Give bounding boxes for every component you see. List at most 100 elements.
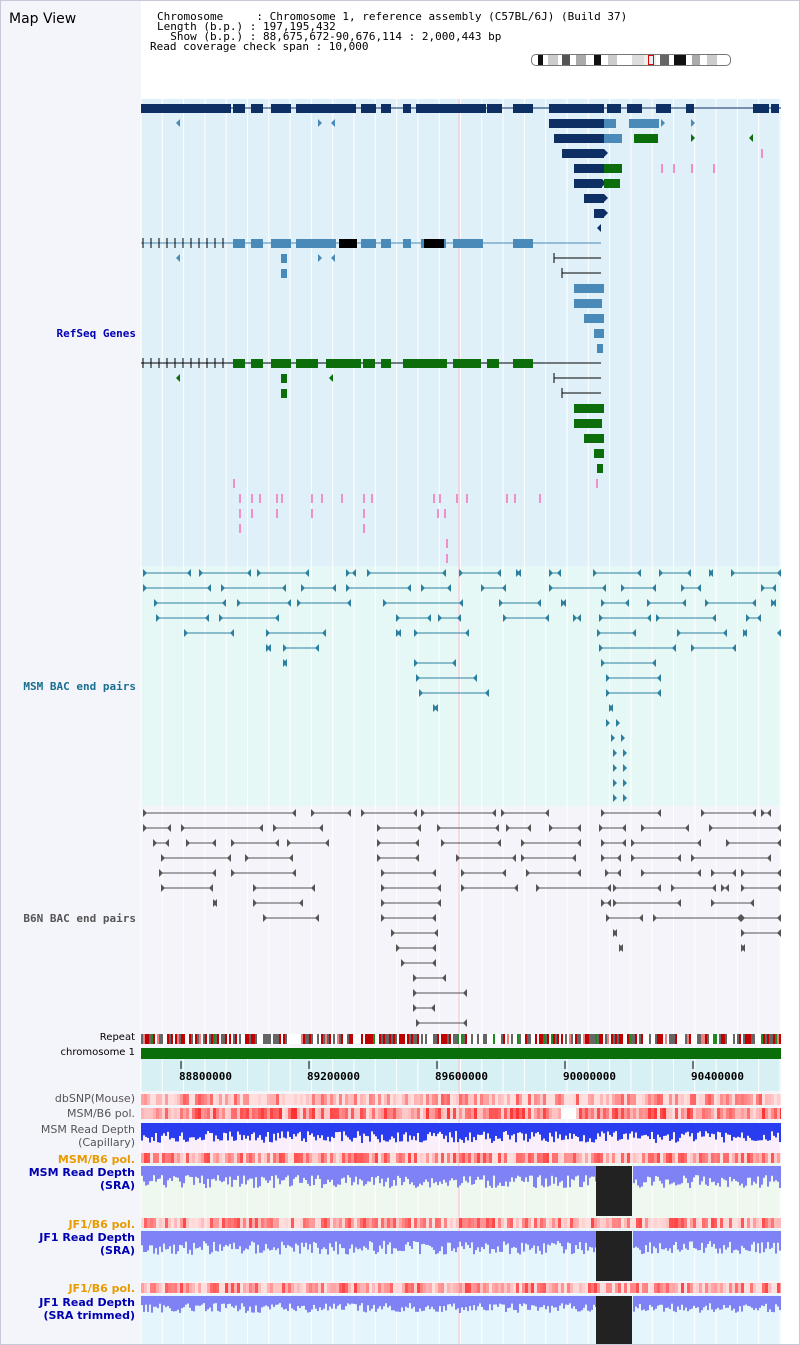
msm-sra-depth	[581, 1166, 583, 1188]
msm-sra-depth	[723, 1166, 725, 1180]
b6n-bac-end	[431, 1004, 435, 1012]
msm-cap-depth	[713, 1123, 715, 1135]
msm-cap-depth	[347, 1123, 349, 1138]
msm-cap-depth	[763, 1123, 765, 1135]
msm-sra-depth	[769, 1166, 771, 1182]
msm-bac-end	[499, 599, 503, 607]
msm-sra-depth	[709, 1166, 711, 1179]
msm-cap-depth	[167, 1123, 169, 1132]
dbsnp-heat	[324, 1094, 327, 1105]
jf1-sra-depth	[519, 1231, 521, 1255]
jf1-sra-depth	[471, 1231, 473, 1243]
dbsnp-heat	[156, 1094, 159, 1105]
jf1-pol-heat	[234, 1218, 237, 1228]
jf1-pol-heat	[627, 1283, 630, 1293]
jf1-pol-heat	[618, 1283, 621, 1293]
dbsnp-heat	[186, 1094, 189, 1105]
msm-bac-end	[621, 734, 625, 742]
dbsnp-heat	[396, 1094, 399, 1105]
msm-pol-heat	[255, 1108, 258, 1119]
msm-cap-depth	[625, 1123, 627, 1134]
b6n-bac-end	[381, 914, 385, 922]
msm-pol-heat	[714, 1108, 717, 1119]
msm-cap-depth	[663, 1123, 665, 1136]
feature-tick	[311, 494, 313, 503]
msm-sra-depth	[217, 1166, 219, 1176]
b6n-bac-end	[413, 1004, 417, 1012]
msm-cap-depth	[295, 1123, 297, 1137]
feature-tick	[446, 554, 448, 563]
repeat-element	[351, 1034, 353, 1044]
jf1-pol-heat	[729, 1218, 732, 1228]
msm-bac-end	[221, 584, 225, 592]
repeat-element	[579, 1034, 581, 1044]
jf1-pol-heat	[525, 1218, 528, 1228]
msm-bac-end	[247, 569, 251, 577]
chromosome-ideogram[interactable]	[531, 54, 731, 66]
msm-pol-heat	[750, 1153, 753, 1163]
msm-cap-depth	[175, 1123, 177, 1142]
jf1-pol-heat	[564, 1283, 567, 1293]
jf1-sra-depth	[755, 1231, 757, 1253]
msm-cap-depth	[161, 1123, 163, 1136]
repeat-element	[753, 1034, 755, 1044]
jf1-trim-depth	[759, 1296, 761, 1308]
gene-exon	[381, 104, 391, 113]
jf1-sra-depth	[671, 1231, 673, 1253]
msm-cap-depth	[675, 1123, 677, 1143]
msm-sra-depth	[745, 1166, 747, 1186]
dbsnp-heat	[321, 1094, 324, 1105]
msm-pol-heat	[192, 1153, 195, 1163]
jf1-trim-depth	[479, 1296, 481, 1304]
b6n-bac-end	[526, 869, 530, 877]
repeat-element	[777, 1034, 779, 1044]
repeat-element	[575, 1034, 577, 1044]
msm-pol-heat	[744, 1108, 747, 1119]
gene-exon	[339, 239, 357, 248]
msm-sra-depth	[435, 1166, 437, 1182]
msm-pol-heat	[177, 1153, 180, 1163]
msm-pol-heat	[246, 1108, 249, 1119]
dbsnp-heat	[510, 1094, 513, 1105]
repeat-element	[171, 1034, 173, 1044]
msm-sra-depth	[389, 1166, 391, 1188]
msm-bac-end	[207, 584, 211, 592]
msm-pol-heat	[348, 1108, 351, 1119]
msm-sra-depth	[705, 1166, 707, 1185]
msm-bac-label[interactable]: MSM BAC end pairs	[23, 680, 136, 693]
msm-bac-end	[652, 659, 656, 667]
jf1-pol-heat	[255, 1283, 258, 1293]
msm-cap-depth	[659, 1123, 661, 1138]
msm-bac-end	[613, 779, 617, 787]
jf1-trim-depth	[447, 1296, 449, 1305]
repeat-element	[269, 1034, 271, 1044]
repeat-element	[731, 1034, 733, 1044]
jf1-pol-heat	[351, 1218, 354, 1228]
msm-sra-depth	[381, 1166, 383, 1179]
jf1-pol-heat	[345, 1283, 348, 1293]
refseq-genes-label[interactable]: RefSeq Genes	[56, 327, 136, 340]
feature-tick	[713, 164, 715, 173]
jf1-sra-depth	[491, 1231, 493, 1250]
dbsnp-heat	[759, 1094, 762, 1105]
jf1-pol-heat	[336, 1283, 339, 1293]
jf1-trim-depth	[591, 1296, 593, 1310]
b6n-bac-end	[502, 869, 506, 877]
msm-cap-depth	[225, 1123, 227, 1134]
b6n-bac-label[interactable]: B6N BAC end pairs	[23, 912, 136, 925]
repeat-element	[439, 1034, 441, 1044]
msm-cap-depth	[147, 1123, 149, 1138]
jf1-trim-depth	[225, 1296, 227, 1309]
dbsnp-heat	[360, 1094, 363, 1105]
msm-cap-depth	[371, 1123, 373, 1132]
gap	[561, 1108, 576, 1119]
msm-sra-depth	[453, 1166, 455, 1181]
jf1-trim-depth	[213, 1296, 215, 1304]
repeat-element	[157, 1034, 159, 1044]
msm-sra-depth	[377, 1166, 379, 1176]
msm-cap-depth	[265, 1123, 267, 1137]
jf1-sra-depth	[573, 1231, 575, 1254]
jf1-pol-heat	[168, 1218, 171, 1228]
msm-sra-depth	[181, 1166, 183, 1188]
